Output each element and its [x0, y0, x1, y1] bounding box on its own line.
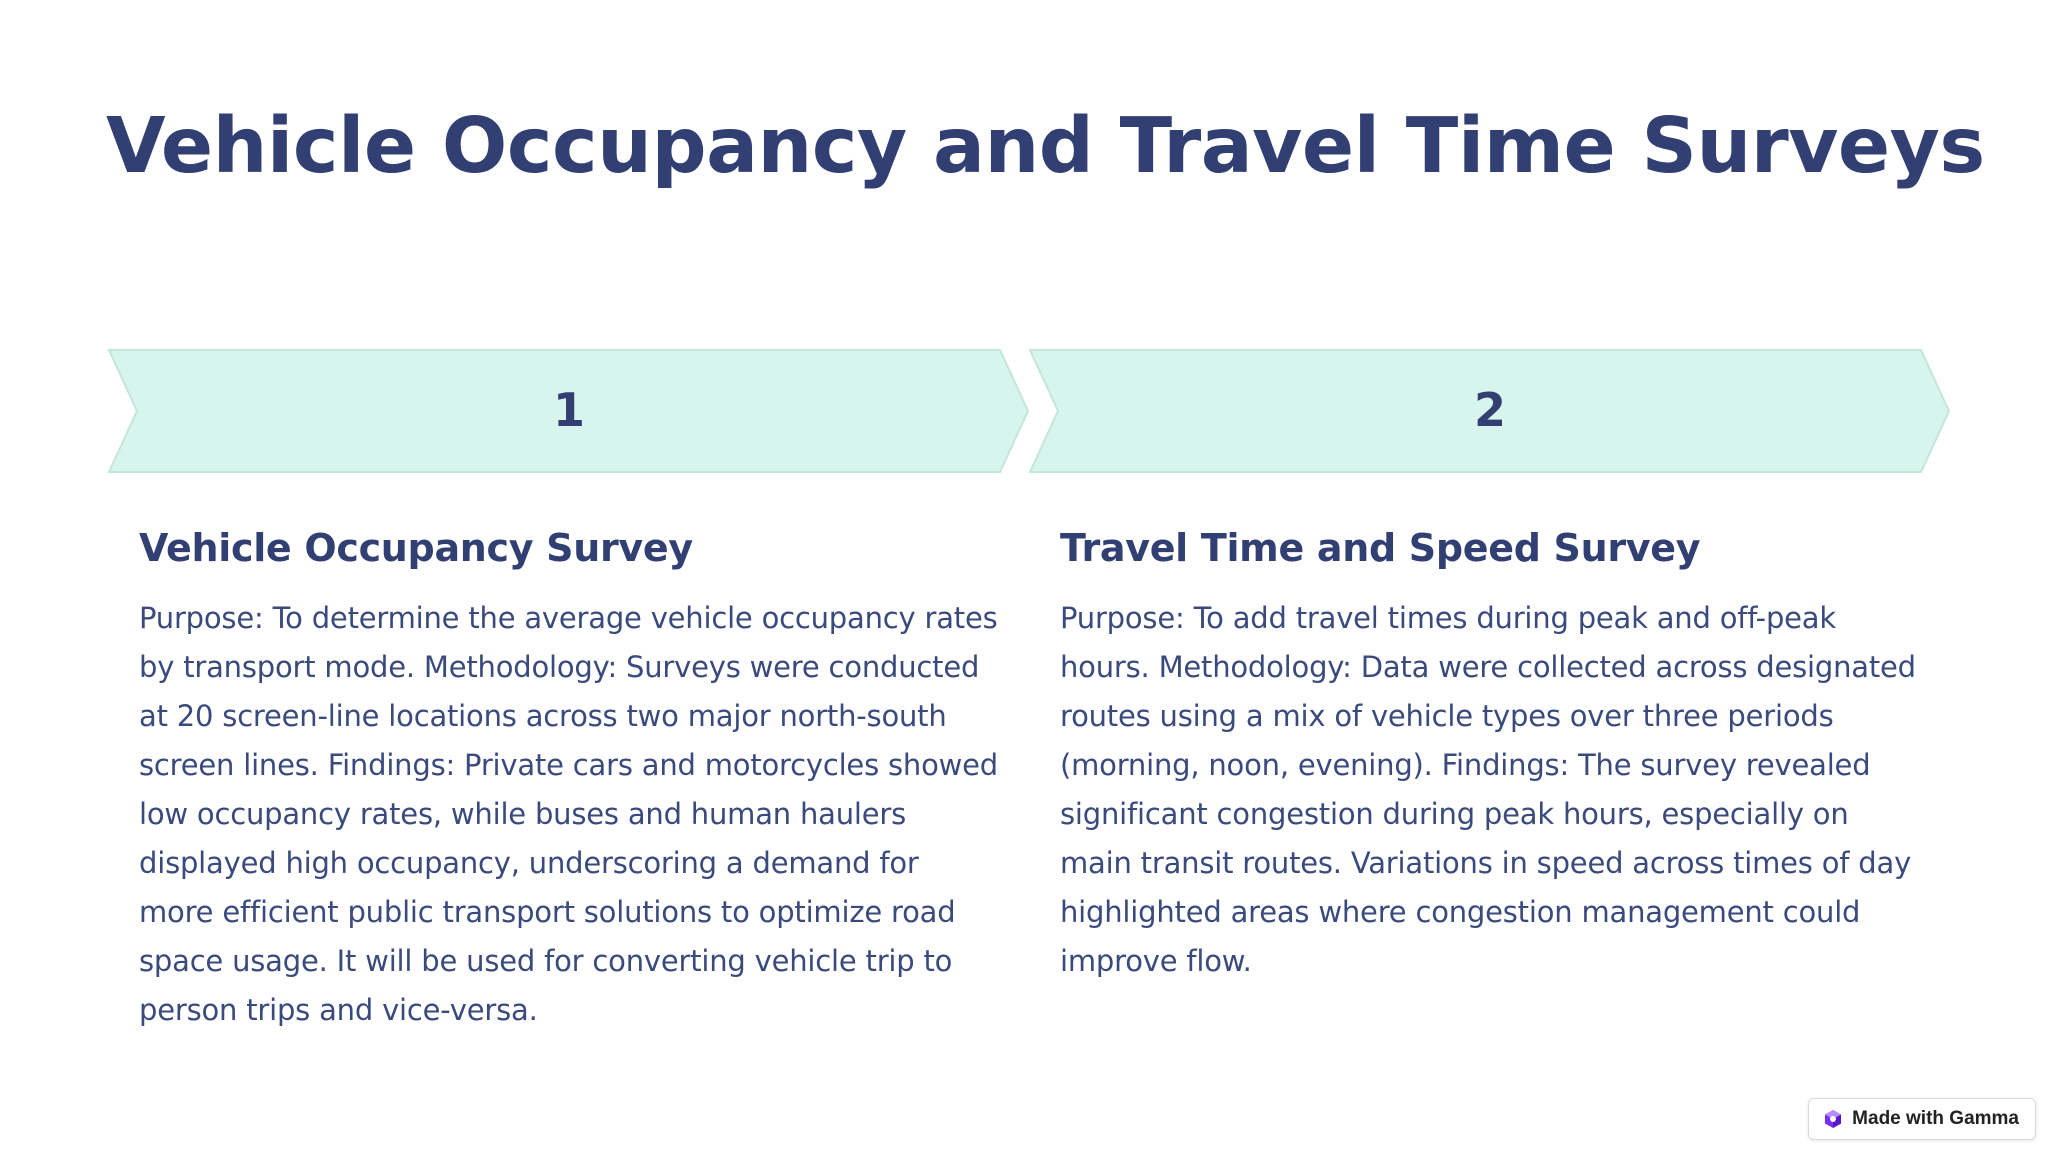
- made-with-gamma-badge[interactable]: Made with Gamma: [1808, 1098, 2036, 1140]
- gamma-logo-icon: [1825, 1110, 1842, 1128]
- step-1-body: Purpose: To determine the average vehicl…: [139, 601, 998, 1027]
- page-title: Vehicle Occupancy and Travel Time Survey…: [106, 102, 1985, 191]
- badge-label: Made with Gamma: [1852, 1108, 2019, 1129]
- step-2-body: Purpose: To add travel times during peak…: [1060, 601, 1916, 978]
- step-1-number: 1: [552, 383, 585, 437]
- step-2-number: 2: [1473, 383, 1506, 437]
- step-2-chevron: [1028, 349, 1951, 473]
- step-2-heading: Travel Time and Speed Survey: [1060, 526, 1701, 570]
- step-1-heading: Vehicle Occupancy Survey: [139, 526, 693, 570]
- step-1-chevron: [107, 349, 1030, 473]
